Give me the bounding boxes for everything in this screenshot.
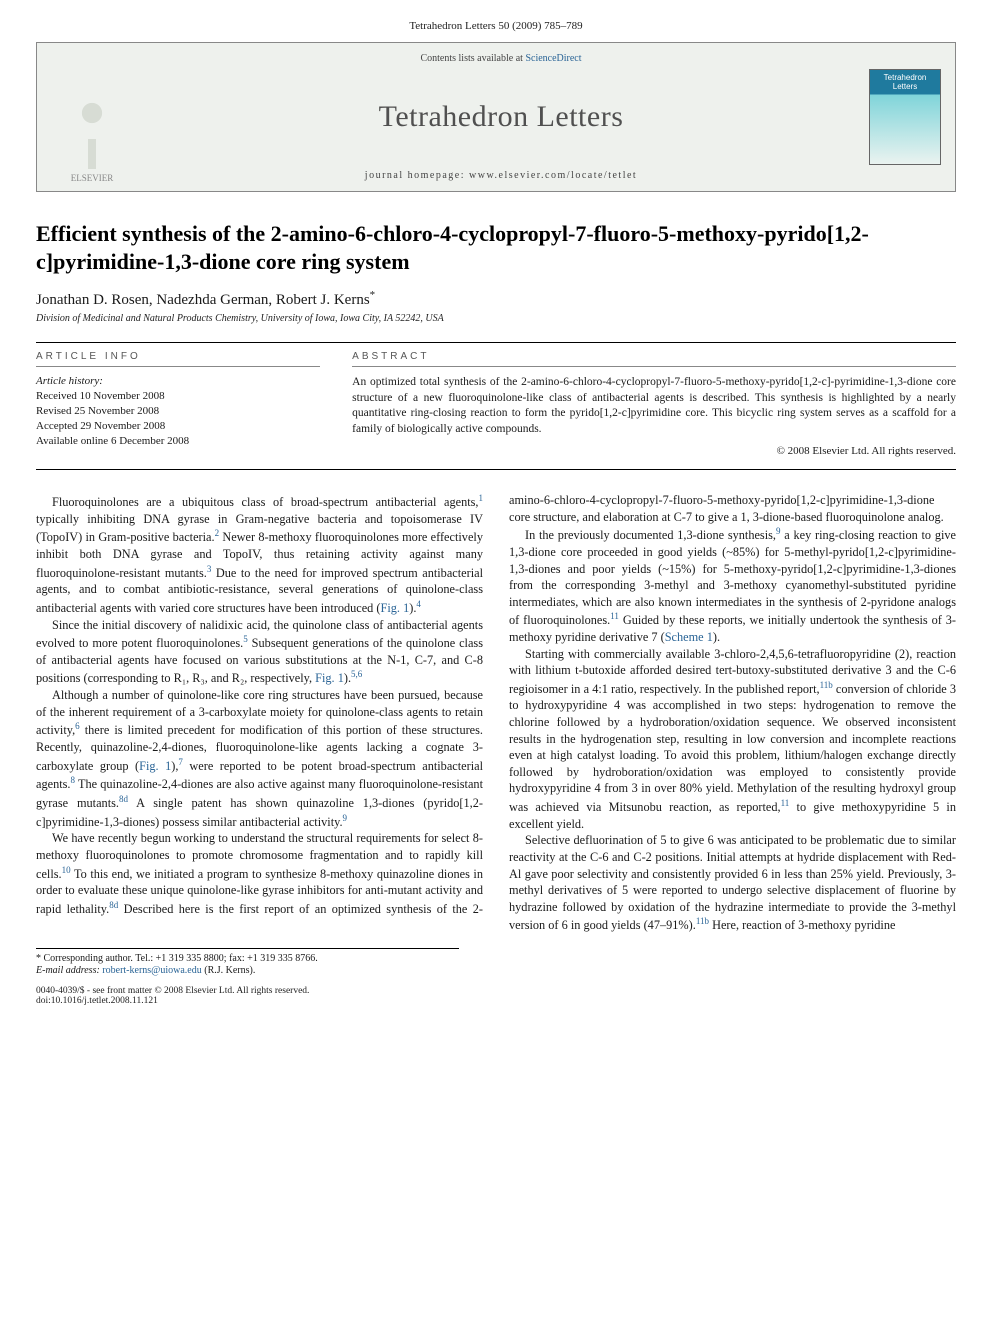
article-title: Efficient synthesis of the 2-amino-6-chl… bbox=[36, 220, 956, 275]
journal-banner: ELSEVIER Contents lists available at Sci… bbox=[36, 42, 956, 192]
sciencedirect-link[interactable]: ScienceDirect bbox=[525, 53, 581, 64]
ref-11b[interactable]: 11b bbox=[820, 680, 833, 690]
history-online: Available online 6 December 2008 bbox=[36, 434, 320, 449]
footer-copyright: 0040-4039/$ - see front matter © 2008 El… bbox=[36, 986, 956, 996]
footer-doi: doi:10.1016/j.tetlet.2008.11.121 bbox=[36, 996, 956, 1006]
authors-names: Jonathan D. Rosen, Nadezhda German, Robe… bbox=[36, 292, 370, 308]
affiliation: Division of Medicinal and Natural Produc… bbox=[36, 313, 956, 324]
ref-10[interactable]: 10 bbox=[62, 865, 71, 875]
homepage-url[interactable]: www.elsevier.com/locate/tetlet bbox=[469, 170, 637, 181]
fig-1-link-3[interactable]: Fig. 1 bbox=[139, 759, 171, 773]
ref-11c[interactable]: 11 bbox=[781, 798, 790, 808]
corresponding-email[interactable]: robert-kerns@uiowa.edu bbox=[102, 965, 201, 976]
history-received: Received 10 November 2008 bbox=[36, 389, 320, 404]
banner-center: Contents lists available at ScienceDirec… bbox=[147, 43, 855, 191]
para-2: Since the initial discovery of nalidixic… bbox=[36, 617, 483, 688]
tree-icon bbox=[62, 99, 122, 169]
article-info-col: ARTICLE INFO Article history: Received 1… bbox=[36, 343, 320, 469]
email-line: E-mail address: robert-kerns@uiowa.edu (… bbox=[36, 965, 459, 976]
para-3: Although a number of quinolone-like core… bbox=[36, 687, 483, 830]
author-list: Jonathan D. Rosen, Nadezhda German, Robe… bbox=[36, 289, 956, 309]
ref-56[interactable]: 5,6 bbox=[351, 669, 362, 679]
article-body: Fluoroquinolones are a ubiquitous class … bbox=[36, 492, 956, 934]
journal-cover-thumb[interactable] bbox=[869, 69, 941, 165]
abstract-copyright: © 2008 Elsevier Ltd. All rights reserved… bbox=[352, 445, 956, 457]
para-6: Starting with commercially available 3-c… bbox=[509, 646, 956, 833]
history-label: Article history: bbox=[36, 375, 320, 387]
scheme-1-link[interactable]: Scheme 1 bbox=[665, 630, 713, 644]
para-7: Selective defluorination of 5 to give 6 … bbox=[509, 832, 956, 934]
ref-4[interactable]: 4 bbox=[416, 599, 421, 609]
fig-1-link[interactable]: Fig. 1 bbox=[381, 601, 410, 615]
ref-8d-b[interactable]: 8d bbox=[109, 900, 118, 910]
email-who: (R.J. Kerns). bbox=[202, 965, 256, 976]
history-accepted: Accepted 29 November 2008 bbox=[36, 419, 320, 434]
abstract-head: ABSTRACT bbox=[352, 351, 956, 367]
footnotes: * Corresponding author. Tel.: +1 319 335… bbox=[36, 948, 459, 976]
meta-abstract-block: ARTICLE INFO Article history: Received 1… bbox=[36, 342, 956, 470]
ref-11b-2[interactable]: 11b bbox=[696, 916, 709, 926]
ref-8d[interactable]: 8d bbox=[119, 794, 128, 804]
publisher-name: ELSEVIER bbox=[62, 173, 122, 183]
running-header: Tetrahedron Letters 50 (2009) 785–789 bbox=[36, 20, 956, 32]
page-footer: 0040-4039/$ - see front matter © 2008 El… bbox=[36, 986, 956, 1006]
abstract-col: ABSTRACT An optimized total synthesis of… bbox=[352, 343, 956, 469]
journal-title: Tetrahedron Letters bbox=[147, 100, 855, 134]
corresponding-mark: * bbox=[370, 289, 376, 301]
contents-line: Contents lists available at ScienceDirec… bbox=[147, 53, 855, 64]
ref-1[interactable]: 1 bbox=[479, 493, 484, 503]
journal-homepage: journal homepage: www.elsevier.com/locat… bbox=[147, 170, 855, 181]
ref-11[interactable]: 11 bbox=[610, 611, 619, 621]
para-1: Fluoroquinolones are a ubiquitous class … bbox=[36, 492, 483, 617]
corresponding-author-note: * Corresponding author. Tel.: +1 319 335… bbox=[36, 953, 459, 964]
cover-thumb-region bbox=[855, 43, 955, 191]
abstract-text: An optimized total synthesis of the 2-am… bbox=[352, 375, 956, 437]
fig-1-link-2[interactable]: Fig. 1 bbox=[315, 672, 344, 686]
elsevier-logo[interactable]: ELSEVIER bbox=[62, 99, 122, 183]
homepage-prefix: journal homepage: bbox=[365, 170, 469, 181]
ref-9[interactable]: 9 bbox=[343, 813, 348, 823]
article-info-head: ARTICLE INFO bbox=[36, 351, 320, 367]
email-label: E-mail address: bbox=[36, 965, 100, 976]
para-5: In the previously documented 1,3-dione s… bbox=[509, 525, 956, 645]
history-revised: Revised 25 November 2008 bbox=[36, 404, 320, 419]
contents-prefix: Contents lists available at bbox=[420, 53, 525, 64]
publisher-logo-region: ELSEVIER bbox=[37, 43, 147, 191]
